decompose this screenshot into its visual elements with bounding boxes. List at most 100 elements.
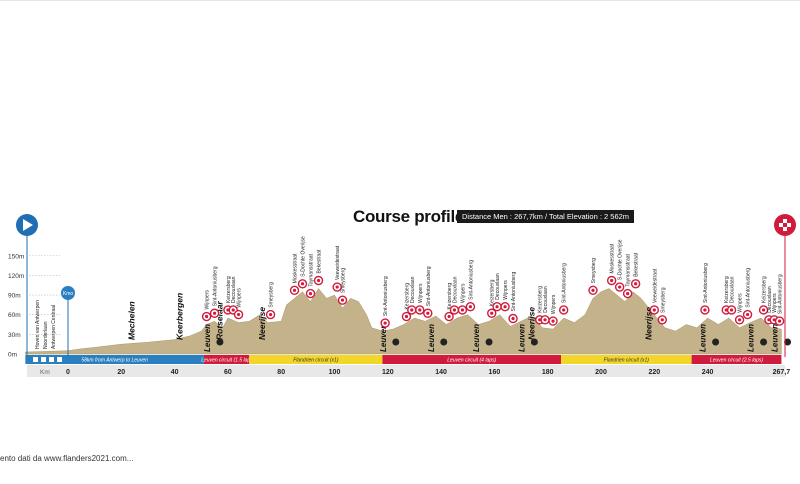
climb-label: Decouxlaan — [495, 273, 501, 300]
leuven-label: Leuven — [517, 324, 526, 352]
climb-label: Decouxlaan — [730, 276, 736, 303]
climb-marker-dot — [236, 312, 241, 317]
climb-marker-dot — [737, 318, 742, 322]
start-block — [41, 357, 46, 362]
climb-label: Wijnpers — [772, 293, 778, 313]
climb-marker-dot — [511, 316, 515, 321]
climb-marker-dot — [308, 292, 313, 296]
climb-marker-dot — [729, 308, 734, 312]
climb-label: Taymansstraat — [309, 253, 315, 286]
source-footer: ento dati da www.flanders2021.com... — [0, 454, 134, 463]
climb-label: Keizersberg — [490, 279, 496, 306]
climb-label: Bekestraat — [317, 249, 323, 274]
climb-marker-dot — [204, 314, 209, 319]
km-zero-marker: Kmo — [61, 286, 75, 357]
town-label: Neerijse — [526, 307, 536, 340]
climb-marker-dot — [300, 282, 305, 286]
section-segment — [249, 355, 383, 364]
section-segment — [203, 355, 250, 364]
x-tick-label: 267,7 — [773, 369, 791, 376]
climb-marker-dot — [340, 298, 345, 302]
climb-label: Keizersberg — [404, 283, 410, 310]
climb-label: Sint-Antoniusberg — [562, 263, 568, 303]
start-block — [49, 357, 54, 362]
leuven-marker-icon — [392, 338, 400, 346]
x-axis: Km 0 20 40 60 80 100 120 140 160 180 200 220 240 267,7 — [27, 365, 790, 377]
section-segment — [25, 355, 204, 364]
section-segment — [382, 355, 562, 364]
climb-label: Moskesstraat — [293, 253, 299, 283]
climb-marker-dot — [660, 318, 664, 322]
finish-flag-icon — [774, 214, 796, 357]
climb-marker-dot — [591, 288, 595, 292]
profile-title: Course profile — [353, 207, 465, 226]
start-flag-icon — [16, 214, 38, 357]
profile-stats-badge: Distance Men : 267,7km / Total Elevation… — [457, 210, 635, 223]
start-location-label: Hoven van Antwerpen — [35, 300, 41, 349]
y-tick-label: 150m — [8, 253, 24, 260]
climb-label: Moskesstraat — [610, 243, 616, 273]
section-band: 58km from Antwerp to Leuven Leuven circui… — [25, 355, 782, 364]
top-divider — [0, 0, 800, 1]
climb-marker-dot — [468, 305, 473, 309]
climb-label: Smeysberg — [591, 258, 597, 284]
climb-marker-dot — [543, 318, 547, 322]
section-label: Leuven circuit (1.5 lap) — [201, 358, 252, 364]
climb-marker-dot — [383, 321, 387, 325]
section-label: Leuven circuit (2.5 laps) — [710, 358, 763, 364]
climb-label: Keizersberg — [538, 286, 544, 313]
leuven-label: Leuven — [379, 324, 388, 352]
x-tick-label: 160 — [489, 369, 501, 376]
climb-marker-dot — [634, 282, 638, 286]
start-block — [57, 357, 62, 362]
climb-marker-dot — [212, 311, 217, 315]
climb-label: Wijnpers — [237, 288, 243, 308]
leuven-label: Leuven — [203, 324, 212, 352]
km-zero-label: Kmo — [63, 291, 74, 297]
section-segment — [691, 355, 782, 364]
x-axis-unit-label: Km — [40, 369, 50, 376]
climb-marker-dot — [777, 319, 782, 323]
leuven-label: Leuven — [699, 324, 708, 352]
town-label: Rotselaar — [215, 301, 225, 340]
climb-label: Taymansstraat — [626, 253, 632, 286]
climb-label: Sint-Antoniusberg — [468, 260, 474, 300]
climb-label: S-Dochte Overijse — [618, 239, 624, 280]
climb-label: Wijnpers — [551, 294, 557, 314]
x-axis-bar — [27, 365, 785, 377]
climb-label: Keizersberg — [226, 276, 232, 303]
climb-marker-dot — [404, 314, 409, 319]
town-label: Neerijse — [257, 307, 267, 340]
y-tick-label: 30m — [8, 332, 21, 339]
x-tick-label: 100 — [329, 369, 341, 376]
climb-label: Decouxlaan — [767, 286, 773, 313]
x-tick-label: 240 — [702, 369, 714, 376]
climb-marker-dot — [316, 278, 321, 283]
climb-marker-dot — [652, 308, 656, 312]
climb-label: Smeysberg — [269, 282, 275, 308]
leuven-label: Leuven — [472, 324, 481, 352]
climb-label: Sint-Antoniusberg — [703, 263, 709, 303]
leuven-marker-icon — [440, 338, 448, 346]
x-tick-label: 120 — [382, 369, 394, 376]
leuven-label: Leuven — [771, 324, 780, 352]
town-labels: Mechelen Keerbergen Rotselaar Neerijse Neeri… — [127, 293, 792, 352]
y-axis: 150m 120m 90m 60m 30m 0m — [8, 253, 60, 359]
climb-label: Veeweidestraat — [335, 245, 341, 280]
elevation-profile — [25, 288, 782, 355]
climb-label: Decouxlaan — [231, 276, 237, 303]
climb-marker-dot — [745, 312, 750, 317]
climb-label: Wijnpers — [205, 290, 211, 310]
climb-label: Decouxlaan — [543, 286, 549, 313]
x-tick-label: 0 — [66, 369, 70, 376]
climb-marker-dot — [231, 308, 235, 312]
climb-marker-dot — [551, 319, 555, 323]
climb-label: Keizersberg — [447, 283, 453, 310]
climb-marker-dot — [495, 305, 499, 309]
climb-marker-dot — [618, 285, 622, 289]
climb-label: Wijnpers — [503, 280, 509, 300]
climb-marker-dot — [490, 311, 494, 315]
leuven-label: Leuven — [747, 324, 756, 352]
